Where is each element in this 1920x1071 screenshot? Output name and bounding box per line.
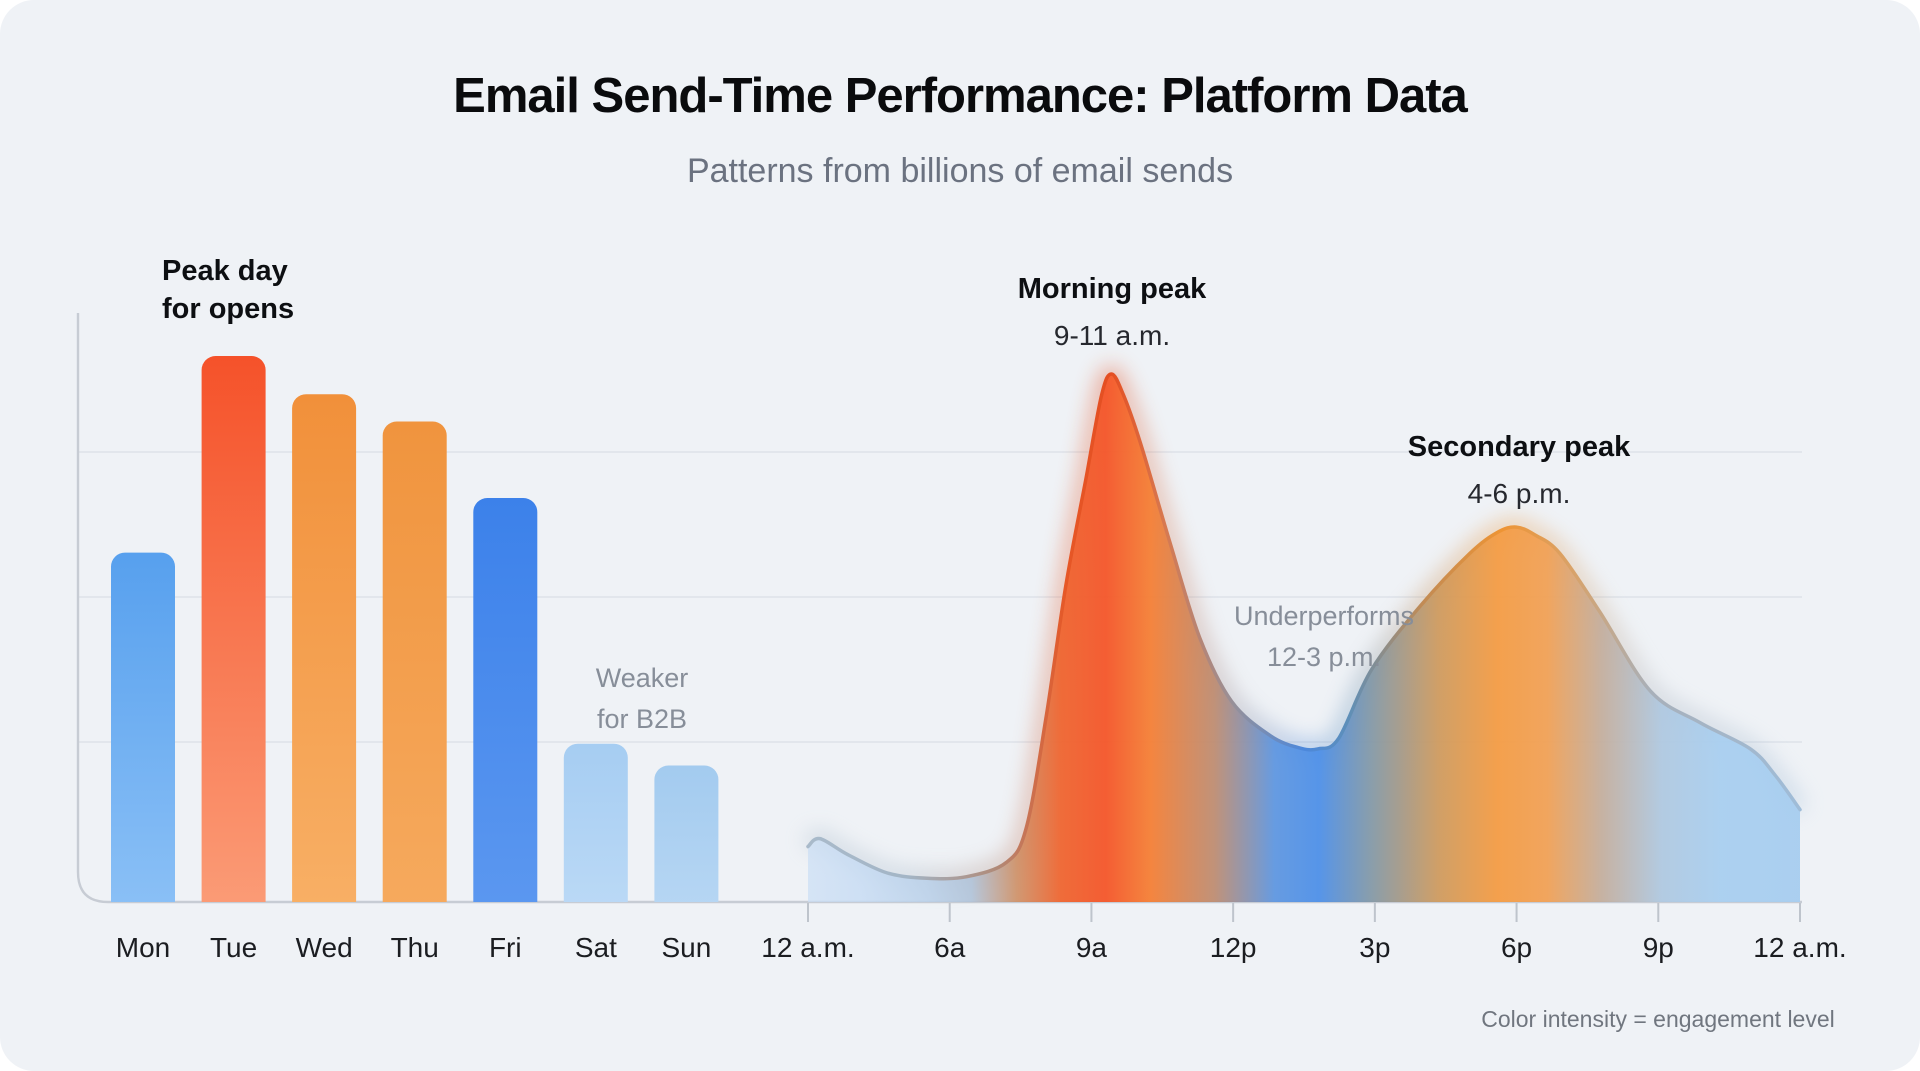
x-axis-label-time-5: 6p	[1500, 932, 1533, 963]
annotation-weaker-b2b: Weaker for B2B	[596, 658, 689, 739]
annotation-morning-peak-range: 9-11 a.m.	[1053, 320, 1171, 352]
annotation-morning-peak: Morning peak 9-11 a.m.	[1018, 270, 1207, 352]
annotation-secondary-peak-range: 4-6 p.m.	[1467, 478, 1571, 510]
x-axis-label-wed: Wed	[295, 932, 353, 963]
x-axis-label-sat: Sat	[574, 932, 617, 963]
x-axis-label-time-3: 12p	[1209, 932, 1257, 963]
x-axis-label-time-0: 12 a.m.	[761, 932, 855, 963]
x-axis-label-time-7: 12 a.m.	[1753, 932, 1847, 963]
annotation-underperforms-range: 12-3 p.m.	[1266, 641, 1382, 672]
area-fill	[808, 374, 1800, 902]
bar-sat	[563, 743, 628, 902]
area-curve-stroke	[806, 372, 1802, 881]
annotation-peak-day-line2: for opens	[162, 293, 295, 326]
page-title: Email Send-Time Performance: Platform Da…	[453, 69, 1468, 123]
x-axis-label-sun: Sun	[661, 932, 712, 963]
annotation-peak-day-line1: Peak day	[162, 255, 288, 287]
x-axis-label-time-1: 6a	[934, 932, 966, 963]
annotation-peak-day: Peak day for opens	[162, 252, 294, 329]
x-axis-label-thu: Thu	[390, 932, 439, 963]
bar-fri	[473, 498, 538, 902]
legend-caption: Color intensity = engagement level	[1481, 1006, 1835, 1032]
hourly-area-chart	[801, 364, 1808, 902]
x-axis-label-mon: Mon	[115, 932, 171, 963]
annotation-weaker-b2b-line1: Weaker	[595, 663, 689, 693]
annotation-morning-peak-title: Morning peak	[1017, 273, 1207, 305]
weekday-bar-chart	[111, 356, 719, 902]
axis-lines	[76, 313, 1802, 904]
x-axis-label-time-4: 3p	[1359, 932, 1391, 963]
annotation-secondary-peak-title: Secondary peak	[1407, 431, 1631, 463]
x-axis-label-time-2: 9a	[1075, 932, 1107, 963]
bar-sun	[654, 765, 719, 902]
page-subtitle: Patterns from billions of email sends	[686, 152, 1234, 190]
bar-tue	[201, 356, 266, 902]
x-axis-label-time-6: 9p	[1642, 932, 1674, 963]
annotation-underperforms-title: Underperforms	[1233, 601, 1415, 631]
bar-thu	[382, 421, 447, 902]
time-axis-ticks	[807, 903, 1801, 922]
bar-wed	[292, 394, 357, 902]
annotation-underperforms: Underperforms 12-3 p.m.	[1234, 596, 1414, 677]
x-axis-label-tue: Tue	[209, 932, 258, 963]
x-axis-label-fri: Fri	[488, 932, 522, 963]
bar-mon	[111, 552, 175, 902]
annotation-secondary-peak: Secondary peak 4-6 p.m.	[1408, 428, 1630, 510]
annotation-weaker-b2b-line2: for B2B	[596, 703, 688, 734]
